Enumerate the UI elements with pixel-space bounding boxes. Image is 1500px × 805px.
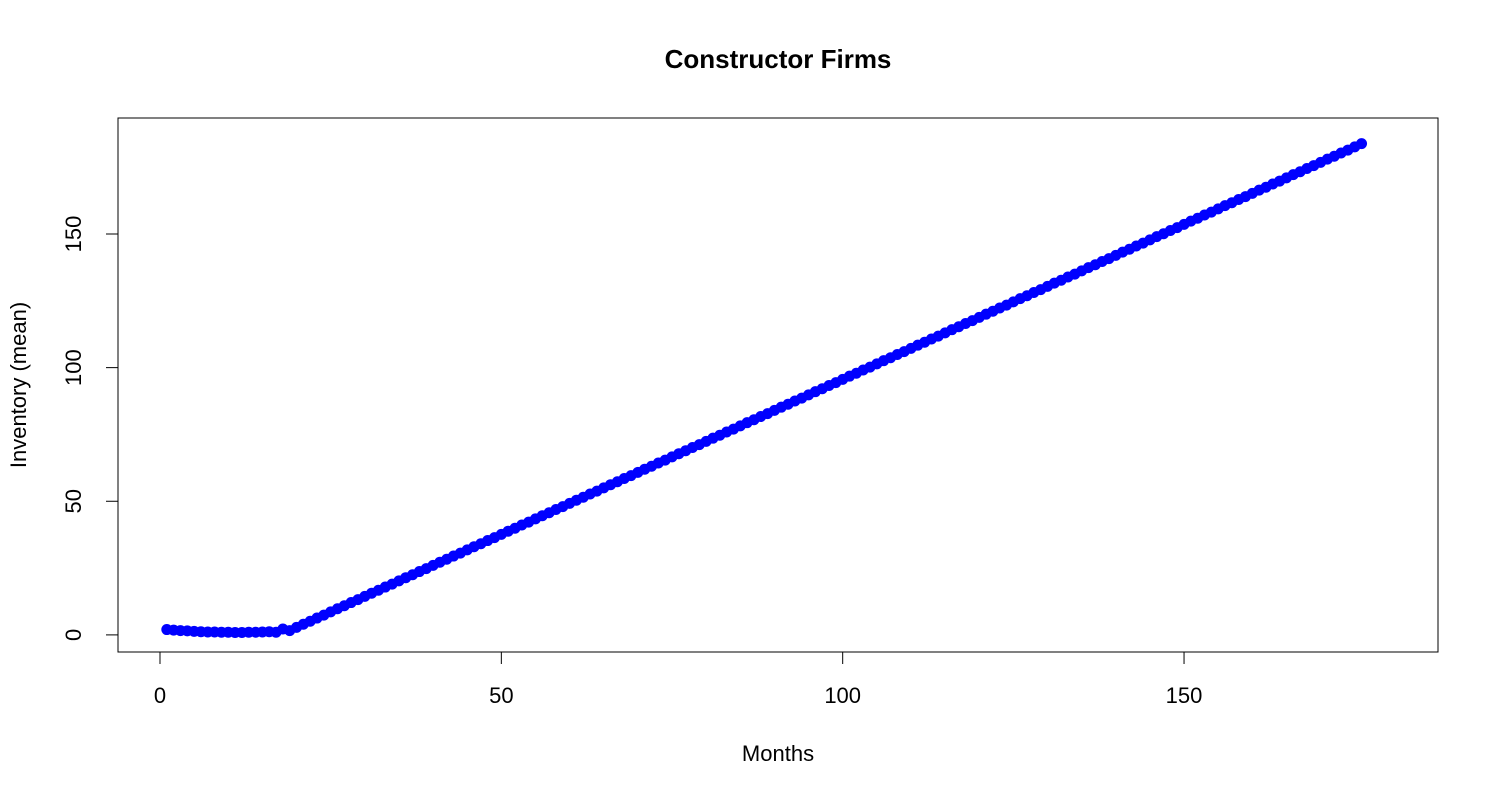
x-tick-label: 0 [154,683,166,708]
chart-title: Constructor Firms [665,44,892,74]
y-tick-label: 0 [61,629,86,641]
x-tick-label: 150 [1166,683,1203,708]
x-tick-label: 50 [489,683,513,708]
y-axis-label: Inventory (mean) [6,302,31,468]
x-tick-label: 100 [824,683,861,708]
y-tick-label: 50 [61,489,86,513]
point [1356,138,1368,150]
x-axis-label: Months [742,741,814,766]
y-tick-label: 150 [61,216,86,253]
y-tick-label: 100 [61,349,86,386]
